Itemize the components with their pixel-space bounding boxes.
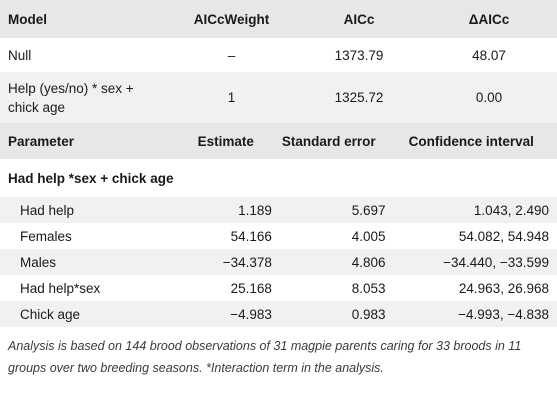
header-estimate: Estimate — [197, 133, 254, 149]
standard-error-value: 8.053 — [351, 280, 386, 296]
aicc-weight-value: 1 — [227, 90, 236, 105]
delta-aicc-value: 48.07 — [472, 47, 506, 63]
parameter-name: Males — [20, 254, 57, 270]
parameter-name: Had help — [20, 202, 75, 218]
table-row: Females 54.166 4.005 54.082, 54.948 — [0, 223, 557, 249]
standard-error-value: 5.697 — [351, 202, 386, 218]
estimate-value: 54.166 — [230, 228, 272, 244]
table-row: Chick age −4.983 0.983 −4.993, −4.838 — [0, 301, 557, 327]
header-aicc-weight: AICcWeight — [193, 11, 270, 27]
estimate-value: −34.378 — [222, 254, 272, 270]
section-title: Had help *sex + chick age — [8, 170, 174, 186]
model-name: Null — [8, 47, 32, 63]
header-aicc: AICc — [343, 11, 375, 27]
table-footnote: Analysis is based on 144 brood observati… — [8, 339, 522, 375]
model-comparison-table: Model AICcWeight AICc ΔAICc Null – 1373.… — [0, 0, 557, 123]
table-row: Null – 1373.79 48.07 — [0, 38, 557, 72]
aicc-value: 1373.79 — [334, 47, 384, 63]
confidence-interval-value: −4.993, −4.838 — [458, 306, 549, 322]
model-name: Help (yes/no) * sex + chick age — [8, 80, 134, 115]
table-row: Had help*sex 25.168 8.053 24.963, 26.968 — [0, 275, 557, 301]
estimate-value: 1.189 — [238, 202, 272, 218]
header-model: Model — [8, 11, 47, 27]
parameter-name: Females — [20, 228, 72, 244]
table-row: Males −34.378 4.806 −34.440, −33.599 — [0, 249, 557, 275]
param-table-header-row: Parameter Estimate Standard error Confid… — [0, 123, 557, 159]
standard-error-value: 0.983 — [351, 306, 386, 322]
standard-error-value: 4.005 — [351, 228, 386, 244]
table-row: Had help 1.189 5.697 1.043, 2.490 — [0, 197, 557, 223]
confidence-interval-value: 54.082, 54.948 — [458, 228, 549, 244]
table-row: Help (yes/no) * sex + chick age 1 1325.7… — [0, 72, 557, 123]
parameter-estimates-table: Parameter Estimate Standard error Confid… — [0, 123, 557, 327]
aicc-weight-value: – — [227, 47, 236, 63]
parameter-name: Had help*sex — [20, 280, 101, 296]
parameter-name: Chick age — [20, 306, 81, 322]
delta-aicc-value: 0.00 — [475, 90, 503, 105]
standard-error-value: 4.806 — [351, 254, 386, 270]
estimate-value: 25.168 — [230, 280, 272, 296]
header-standard-error: Standard error — [281, 133, 376, 149]
model-table-header-row: Model AICcWeight AICc ΔAICc — [0, 0, 557, 38]
estimate-value: −4.983 — [230, 306, 272, 322]
header-delta-aicc: ΔAICc — [468, 11, 510, 27]
header-confidence-interval: Confidence interval — [408, 133, 534, 149]
aicc-value: 1325.72 — [334, 90, 384, 105]
confidence-interval-value: 1.043, 2.490 — [473, 202, 549, 218]
header-parameter: Parameter — [8, 133, 75, 149]
section-row: Had help *sex + chick age — [0, 159, 557, 197]
confidence-interval-value: 24.963, 26.968 — [458, 280, 549, 296]
confidence-interval-value: −34.440, −33.599 — [443, 254, 549, 270]
